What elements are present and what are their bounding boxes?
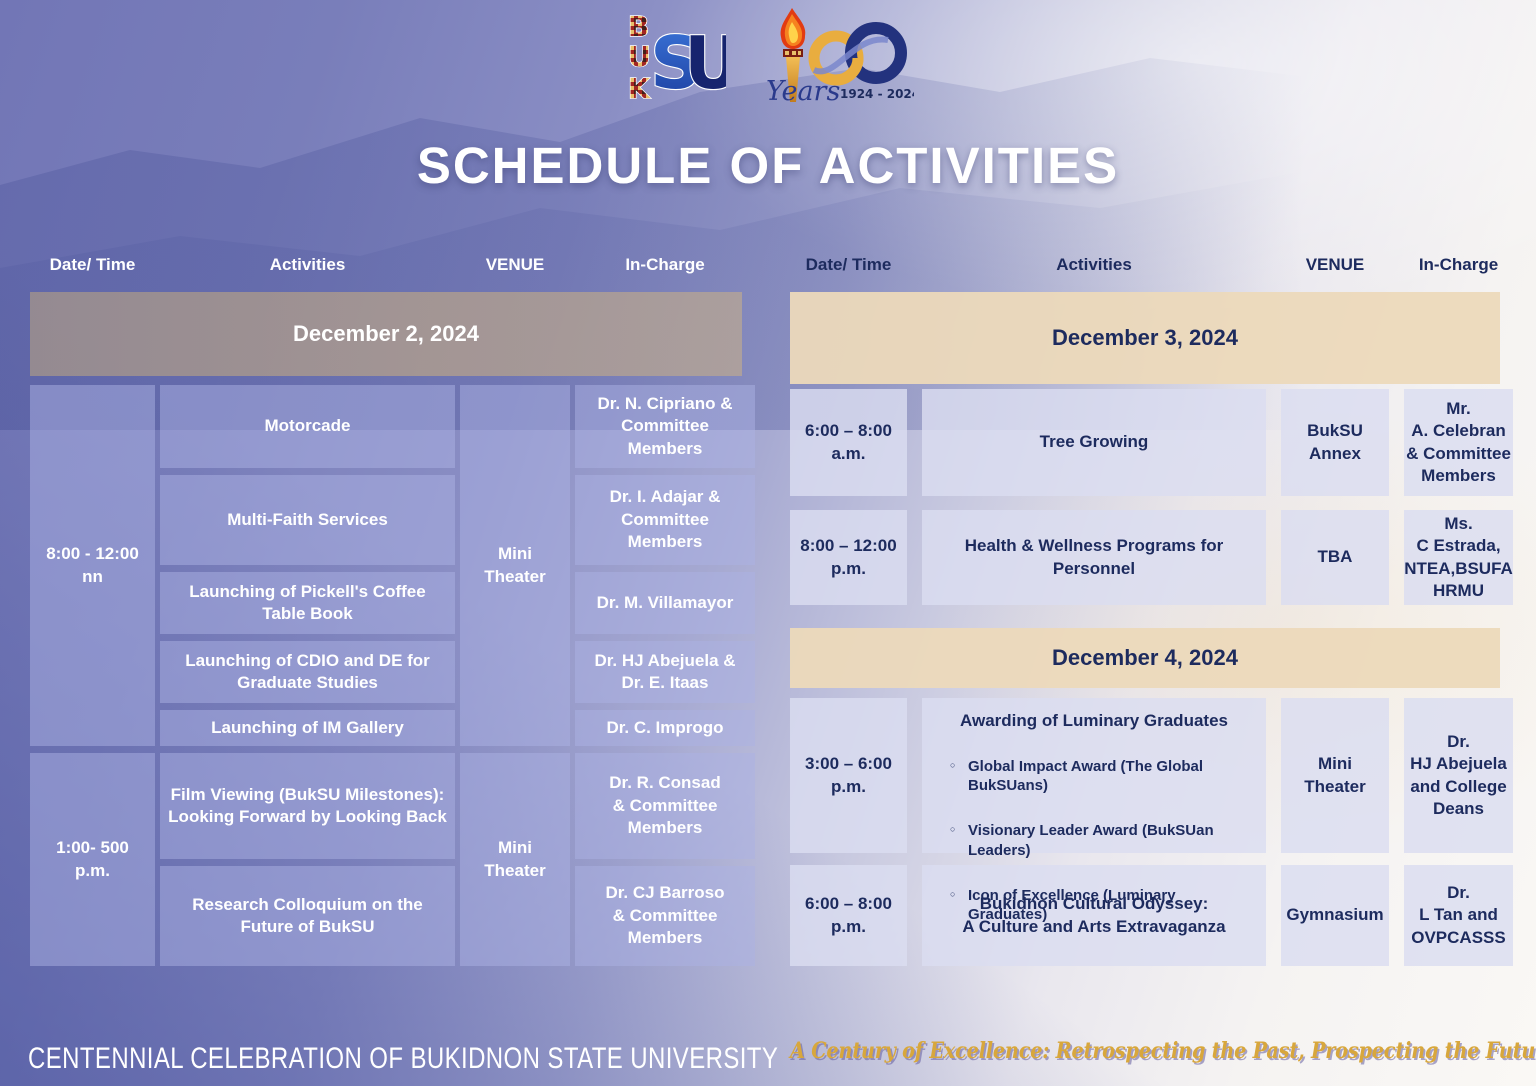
incharge-cell: Dr. C. Improgo bbox=[575, 710, 755, 746]
years-script: Years bbox=[766, 76, 840, 107]
centennial-100-years-logo: Years 1924 - 2024 bbox=[766, 8, 914, 107]
activity-cell: Research Colloquium on the Future of Buk… bbox=[160, 866, 455, 966]
venue-cell: Gymnasium bbox=[1281, 865, 1389, 966]
venue-cell: Mini Theater bbox=[1281, 698, 1389, 853]
column-header-venue: VENUE bbox=[485, 255, 545, 274]
footer-tagline-script: A Century of Excellence: Retrospecting t… bbox=[790, 1038, 1536, 1064]
venue-cell: BukSU Annex bbox=[1281, 389, 1389, 496]
column-header-incharge: In-Charge bbox=[625, 255, 705, 274]
column-header-date-time: Date/ Time bbox=[805, 255, 892, 274]
venue-cell: TBA bbox=[1281, 510, 1389, 605]
buksu-logo: B U K S U bbox=[627, 9, 726, 106]
december-4-section: 3:00 – 6:00 p.m. Awarding of Luminary Gr… bbox=[790, 698, 1513, 966]
date-banner-december-2: December 2, 2024 bbox=[30, 292, 742, 376]
column-header-incharge: In-Charge bbox=[1418, 255, 1499, 274]
bullet-item: Visionary Leader Award (BukSUan Leaders) bbox=[950, 821, 1256, 859]
activity-cell: Tree Growing bbox=[922, 389, 1266, 496]
december-3-section: 6:00 – 8:00 a.m. Tree Growing BukSU Anne… bbox=[790, 389, 1513, 605]
venue-cell: Mini Theater bbox=[460, 753, 570, 966]
column-header-activities: Activities bbox=[269, 255, 346, 274]
activity-cell: Launching of Pickell's Coffee Table Book bbox=[160, 572, 455, 634]
incharge-cell: Dr. N. Cipriano & Committee Members bbox=[575, 385, 755, 468]
incharge-cell: Mr. A. Celebran & Committee Members bbox=[1404, 389, 1513, 496]
time-cell: 8:00 – 12:00 p.m. bbox=[790, 510, 907, 605]
awarding-title: Awarding of Luminary Graduates bbox=[960, 711, 1228, 730]
table-december-3-4: Date/ Time Activities VENUE In-Charge De… bbox=[790, 252, 1513, 966]
buksu-letter-s: S bbox=[650, 21, 702, 105]
column-header-activities: Activities bbox=[1056, 255, 1132, 274]
incharge-cell: Dr. I. Adajar & Committee Members bbox=[575, 475, 755, 565]
right-table-header-row: Date/ Time Activities VENUE In-Charge bbox=[790, 252, 1513, 278]
years-range: 1924 - 2024 bbox=[840, 87, 914, 101]
activity-cell: Launching of IM Gallery bbox=[160, 710, 455, 746]
incharge-cell: Dr. CJ Barroso & Committee Members bbox=[575, 866, 755, 966]
incharge-cell: Dr. M. Villamayor bbox=[575, 572, 755, 634]
incharge-cell: Dr. R. Consad & Committee Members bbox=[575, 753, 755, 859]
time-cell: 8:00 - 12:00 nn bbox=[30, 385, 155, 746]
column-header-date-time: Date/ Time bbox=[49, 255, 136, 274]
activity-cell: Multi-Faith Services bbox=[160, 475, 455, 565]
date-banner-december-4: December 4, 2024 bbox=[790, 628, 1500, 688]
awarding-bullet-list: Global Impact Award (The Global BukSUans… bbox=[922, 737, 1266, 949]
buksu-letter-su-u: U bbox=[684, 21, 726, 105]
time-cell: 6:00 – 8:00 p.m. bbox=[790, 865, 907, 966]
activity-cell: Motorcade bbox=[160, 385, 455, 468]
buksu-letter-u: U bbox=[628, 40, 651, 73]
activity-cell: Launching of CDIO and DE for Graduate St… bbox=[160, 641, 455, 703]
incharge-cell: Dr. HJ Abejuela and College Deans bbox=[1404, 698, 1513, 853]
buksu-letter-b: B bbox=[628, 10, 649, 43]
footer-centennial-text: CENTENNIAL CELEBRATION OF BUKIDNON STATE… bbox=[28, 1042, 779, 1075]
venue-cell: Mini Theater bbox=[460, 385, 570, 746]
time-cell: 3:00 – 6:00 p.m. bbox=[790, 698, 907, 853]
bullet-item: Global Impact Award (The Global BukSUans… bbox=[950, 757, 1256, 795]
ring-swoosh bbox=[812, 36, 889, 75]
gold-ring-overlap bbox=[835, 57, 864, 86]
buksu-letter-k: K bbox=[628, 72, 651, 105]
logo-row: B U K S U bbox=[0, 6, 1536, 116]
torch-icon bbox=[780, 8, 806, 102]
incharge-cell: Dr. HJ Abejuela & Dr. E. Itaas bbox=[575, 641, 755, 703]
activity-cell-awarding: Awarding of Luminary Graduates Global Im… bbox=[922, 698, 1266, 923]
left-table-header-row: Date/ Time Activities VENUE In-Charge bbox=[30, 252, 755, 278]
activity-cell: Health & Wellness Programs for Personnel bbox=[922, 510, 1266, 605]
date-banner-december-3: December 3, 2024 bbox=[790, 292, 1500, 384]
time-cell: 6:00 – 8:00 a.m. bbox=[790, 389, 907, 496]
morning-section: 8:00 - 12:00 nn Mini Theater Motorcade D… bbox=[30, 385, 755, 746]
incharge-cell: Dr. L Tan and OVPCASSS bbox=[1404, 865, 1513, 966]
table-december-2: Date/ Time Activities VENUE In-Charge De… bbox=[30, 252, 755, 966]
bullet-item: Icon of Excellence (Luminary Graduates) bbox=[950, 886, 1256, 924]
page-title: SCHEDULE OF ACTIVITIES bbox=[416, 137, 1120, 194]
column-header-venue: VENUE bbox=[1305, 255, 1365, 274]
activity-cell: Film Viewing (BukSU Milestones): Looking… bbox=[160, 753, 455, 859]
incharge-cell: Ms. C Estrada, NTEA,BSUFA HRMU bbox=[1404, 510, 1513, 605]
time-cell: 1:00- 500 p.m. bbox=[30, 753, 155, 966]
afternoon-section: 1:00- 500 p.m. Mini Theater Film Viewing… bbox=[30, 753, 755, 966]
